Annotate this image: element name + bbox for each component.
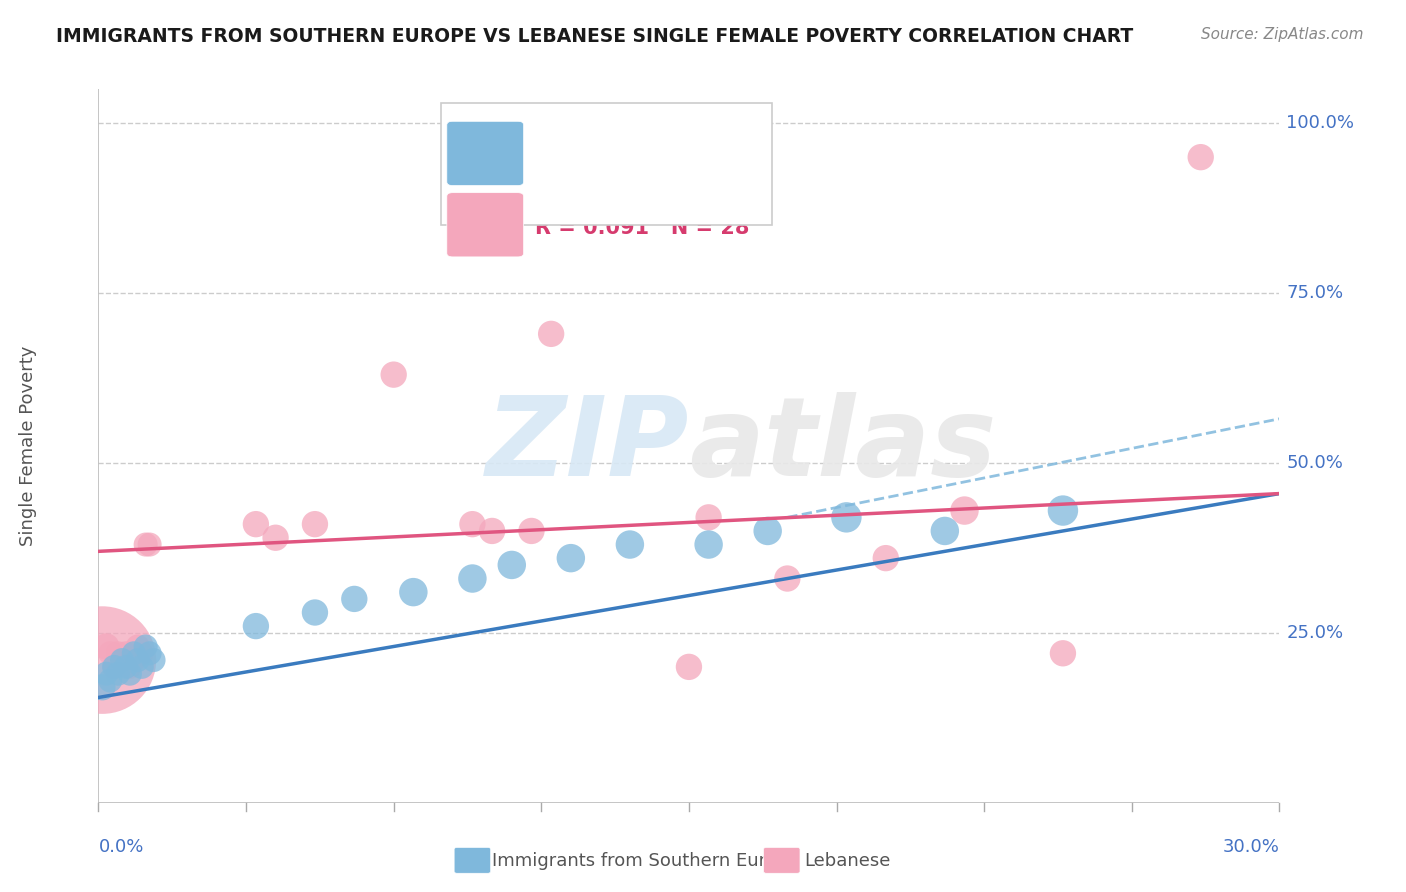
Point: [98, 646, 121, 660]
Point: [127, 653, 149, 667]
Text: ZIP: ZIP: [485, 392, 689, 500]
Point: [131, 646, 153, 660]
Point: [118, 660, 141, 674]
Text: R = 0.091   N = 28: R = 0.091 N = 28: [536, 219, 749, 238]
FancyBboxPatch shape: [447, 121, 523, 186]
FancyBboxPatch shape: [447, 193, 523, 257]
Text: Lebanese: Lebanese: [804, 852, 890, 870]
Point: [122, 646, 145, 660]
Point: [619, 537, 641, 551]
Point: [481, 524, 503, 538]
Point: [264, 531, 287, 545]
Point: [304, 606, 326, 620]
Point: [96, 640, 118, 654]
Text: 0.0%: 0.0%: [98, 838, 143, 856]
Point: [1052, 646, 1074, 660]
Text: 75.0%: 75.0%: [1286, 284, 1344, 302]
Text: Single Female Poverty: Single Female Poverty: [20, 346, 37, 546]
Point: [756, 524, 779, 538]
Point: [343, 591, 366, 606]
Point: [91, 680, 114, 694]
Point: [111, 653, 134, 667]
Point: [304, 517, 326, 532]
Point: [402, 585, 425, 599]
Text: 100.0%: 100.0%: [1286, 114, 1354, 132]
Point: [135, 640, 157, 654]
Point: [560, 551, 582, 566]
Point: [934, 524, 956, 538]
Text: atlas: atlas: [689, 392, 997, 500]
Point: [461, 572, 484, 586]
Point: [501, 558, 523, 572]
Point: [953, 503, 976, 517]
Text: R = 0.701   N = 27: R = 0.701 N = 27: [536, 147, 749, 167]
Point: [103, 660, 125, 674]
Point: [131, 660, 153, 674]
Point: [135, 537, 157, 551]
Point: [91, 653, 114, 667]
Point: [697, 510, 720, 524]
Point: [107, 646, 129, 660]
Text: Source: ZipAtlas.com: Source: ZipAtlas.com: [1201, 27, 1364, 42]
Point: [96, 666, 118, 681]
Point: [461, 517, 484, 532]
Point: [835, 510, 858, 524]
Point: [245, 517, 267, 532]
Text: Immigrants from Southern Europe: Immigrants from Southern Europe: [492, 852, 800, 870]
Point: [138, 646, 160, 660]
Point: [678, 660, 700, 674]
Point: [697, 537, 720, 551]
Point: [127, 640, 149, 654]
Point: [776, 572, 799, 586]
Point: [98, 673, 121, 688]
Point: [1189, 150, 1212, 164]
Point: [118, 666, 141, 681]
Point: [540, 326, 562, 341]
Text: 30.0%: 30.0%: [1223, 838, 1279, 856]
Point: [115, 646, 138, 660]
Point: [122, 653, 145, 667]
FancyBboxPatch shape: [441, 103, 772, 225]
Point: [103, 660, 125, 674]
Point: [111, 653, 134, 667]
Point: [115, 660, 138, 674]
Text: IMMIGRANTS FROM SOUTHERN EUROPE VS LEBANESE SINGLE FEMALE POVERTY CORRELATION CH: IMMIGRANTS FROM SOUTHERN EUROPE VS LEBAN…: [56, 27, 1133, 45]
Point: [245, 619, 267, 633]
Point: [520, 524, 543, 538]
Point: [138, 537, 160, 551]
Point: [107, 666, 129, 681]
Point: [1052, 503, 1074, 517]
Text: 25.0%: 25.0%: [1286, 624, 1344, 642]
Point: [382, 368, 405, 382]
Point: [142, 653, 165, 667]
Point: [875, 551, 897, 566]
Text: 50.0%: 50.0%: [1286, 454, 1343, 472]
